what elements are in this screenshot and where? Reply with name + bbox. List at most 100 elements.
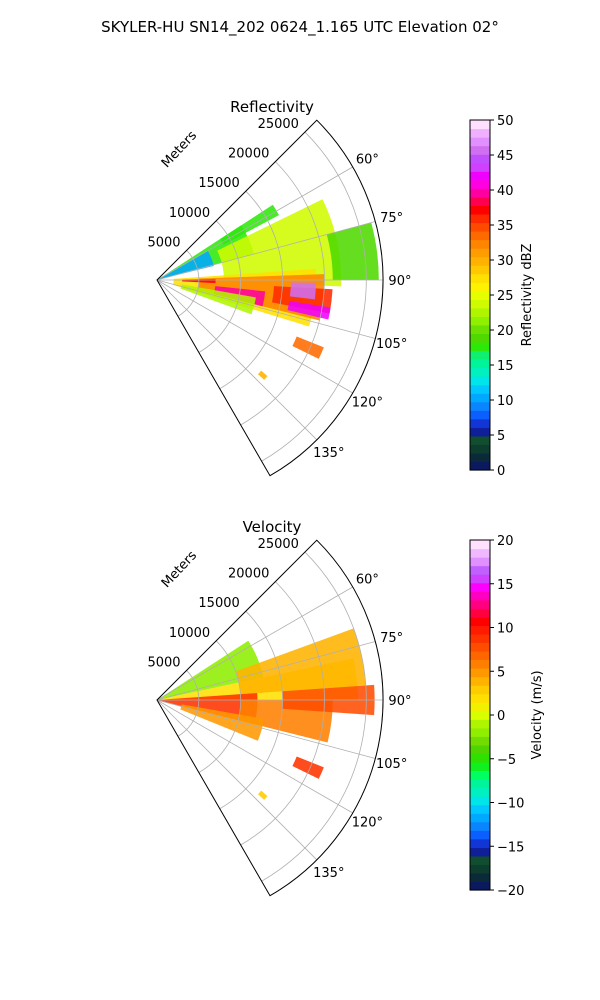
echo-region bbox=[157, 250, 214, 280]
colorbar-segment bbox=[470, 736, 490, 746]
colorbar-segment bbox=[470, 796, 490, 806]
azimuth-spoke bbox=[156, 166, 353, 281]
range-ring bbox=[261, 551, 367, 882]
colorbar-tick-label: −10 bbox=[497, 797, 524, 812]
colorbar-segment bbox=[470, 333, 490, 343]
colorbar-segment bbox=[470, 855, 490, 865]
azimuth-tick-label: 105° bbox=[376, 757, 407, 772]
sector-outline bbox=[156, 539, 384, 897]
reflectivity-axis-labels: 60° 75° 90° 105° 120° 135° 5000 10000 15000 20000… bbox=[147, 117, 411, 461]
colorbar-segment bbox=[470, 401, 490, 411]
colorbar-segment bbox=[470, 557, 490, 567]
reflectivity-colorbar: 0 5 10 15 20 25 30 35 40 45 50 bbox=[469, 114, 514, 479]
velocity-panel: Velocity 60° 75° 90° 105° 120° 135° 5000 10000 1… bbox=[147, 518, 545, 899]
colorbar-segment bbox=[470, 171, 490, 181]
colorbar-segment bbox=[470, 222, 490, 232]
azimuth-spoke bbox=[156, 699, 318, 861]
colorbar-segment bbox=[470, 719, 490, 729]
colorbar-segment bbox=[470, 668, 490, 678]
colorbar-tick-label: 5 bbox=[497, 429, 505, 444]
colorbar-segment bbox=[470, 787, 490, 797]
range-tick-label: 20000 bbox=[228, 147, 269, 162]
colorbar-segment bbox=[470, 162, 490, 172]
azimuth-tick-label: 90° bbox=[388, 274, 411, 289]
colorbar-segment bbox=[470, 847, 490, 857]
echo-region bbox=[180, 284, 256, 315]
colorbar-segment bbox=[470, 452, 490, 463]
range-tick-label: 25000 bbox=[258, 117, 299, 132]
colorbar-segment bbox=[470, 179, 490, 189]
reflectivity-panel: Reflectivity 60° 75° 90° 105° 120° 135° 5000 10… bbox=[147, 98, 535, 479]
colorbar-segment bbox=[470, 693, 490, 703]
range-tick-label: 15000 bbox=[198, 176, 239, 191]
azimuth-tick-label: 90° bbox=[388, 694, 411, 709]
range-tick-label: 25000 bbox=[258, 537, 299, 552]
reflectivity-title: Reflectivity bbox=[230, 98, 314, 116]
echo-region bbox=[292, 756, 324, 779]
colorbar-tick-label: −5 bbox=[497, 753, 516, 768]
echo-region bbox=[258, 370, 268, 380]
echo-region bbox=[217, 199, 342, 287]
colorbar-segment bbox=[470, 642, 490, 652]
colorbar-tick-label: −15 bbox=[497, 840, 524, 855]
colorbar-segment bbox=[470, 864, 490, 874]
azimuth-tick-label: 135° bbox=[313, 446, 344, 461]
azimuth-tick-label: 120° bbox=[352, 815, 383, 830]
azimuth-spoke bbox=[156, 699, 353, 814]
colorbar-segment bbox=[470, 324, 490, 335]
velocity-colorbar: −20 −15 −10 −5 0 5 10 15 20 bbox=[469, 534, 524, 899]
colorbar-segment bbox=[470, 804, 490, 814]
velocity-echo-layer bbox=[157, 628, 375, 800]
colorbar-segment bbox=[470, 137, 490, 147]
colorbar-segment bbox=[470, 821, 490, 831]
colorbar-segment bbox=[470, 418, 490, 428]
colorbar-tick-label: 30 bbox=[497, 254, 514, 269]
colorbar-segment bbox=[470, 608, 490, 618]
colorbar-segment bbox=[470, 307, 490, 317]
echo-region bbox=[258, 790, 268, 800]
colorbar-segment bbox=[470, 154, 490, 164]
range-tick-label: 10000 bbox=[169, 626, 210, 641]
azimuth-tick-label: 135° bbox=[313, 866, 344, 881]
colorbar-tick-label: 20 bbox=[497, 324, 514, 339]
range-ring bbox=[198, 220, 242, 353]
azimuth-tick-label: 105° bbox=[376, 337, 407, 352]
colorbar-segment bbox=[470, 316, 490, 326]
colorbar-segment bbox=[470, 256, 490, 266]
colorbar-segment bbox=[470, 128, 490, 138]
colorbar-segment bbox=[470, 299, 490, 309]
velocity-title: Velocity bbox=[243, 518, 302, 536]
colorbar-segment bbox=[470, 625, 490, 635]
colorbar-segment bbox=[470, 591, 490, 601]
colorbar-segment bbox=[470, 599, 490, 609]
echo-region bbox=[180, 704, 265, 741]
colorbar-segment bbox=[470, 265, 490, 275]
azimuth-spoke bbox=[156, 279, 353, 394]
colorbar-segment bbox=[470, 384, 490, 394]
colorbar-segment bbox=[470, 702, 490, 712]
colorbar-segment bbox=[470, 872, 490, 883]
colorbar-segment bbox=[470, 813, 490, 823]
figure-title: SKYLER-HU SN14_202 0624_1.165 UTC Elevat… bbox=[101, 18, 499, 37]
azimuth-tick-label: 60° bbox=[356, 153, 379, 168]
colorbar-segment bbox=[470, 565, 490, 575]
range-ring bbox=[177, 250, 200, 317]
reflectivity-echo-layer bbox=[157, 199, 379, 380]
echo-region bbox=[326, 222, 379, 280]
colorbar-segment bbox=[470, 410, 490, 420]
colorbar-segment bbox=[470, 540, 490, 550]
colorbar-tick-label: 50 bbox=[497, 114, 514, 129]
colorbar-segment bbox=[470, 188, 490, 198]
azimuth-tick-label: 75° bbox=[380, 631, 403, 646]
colorbar-segment bbox=[470, 616, 490, 626]
colorbar-segment bbox=[470, 676, 490, 686]
colorbar-tick-label: 40 bbox=[497, 184, 514, 199]
range-tick-label: 15000 bbox=[198, 596, 239, 611]
colorbar-segment bbox=[470, 427, 490, 437]
colorbar-segment bbox=[470, 230, 490, 241]
colorbar-tick-label: 10 bbox=[497, 622, 514, 637]
range-ring bbox=[261, 131, 367, 462]
range-tick-label: 5000 bbox=[147, 235, 180, 250]
colorbar-segment bbox=[470, 753, 490, 763]
